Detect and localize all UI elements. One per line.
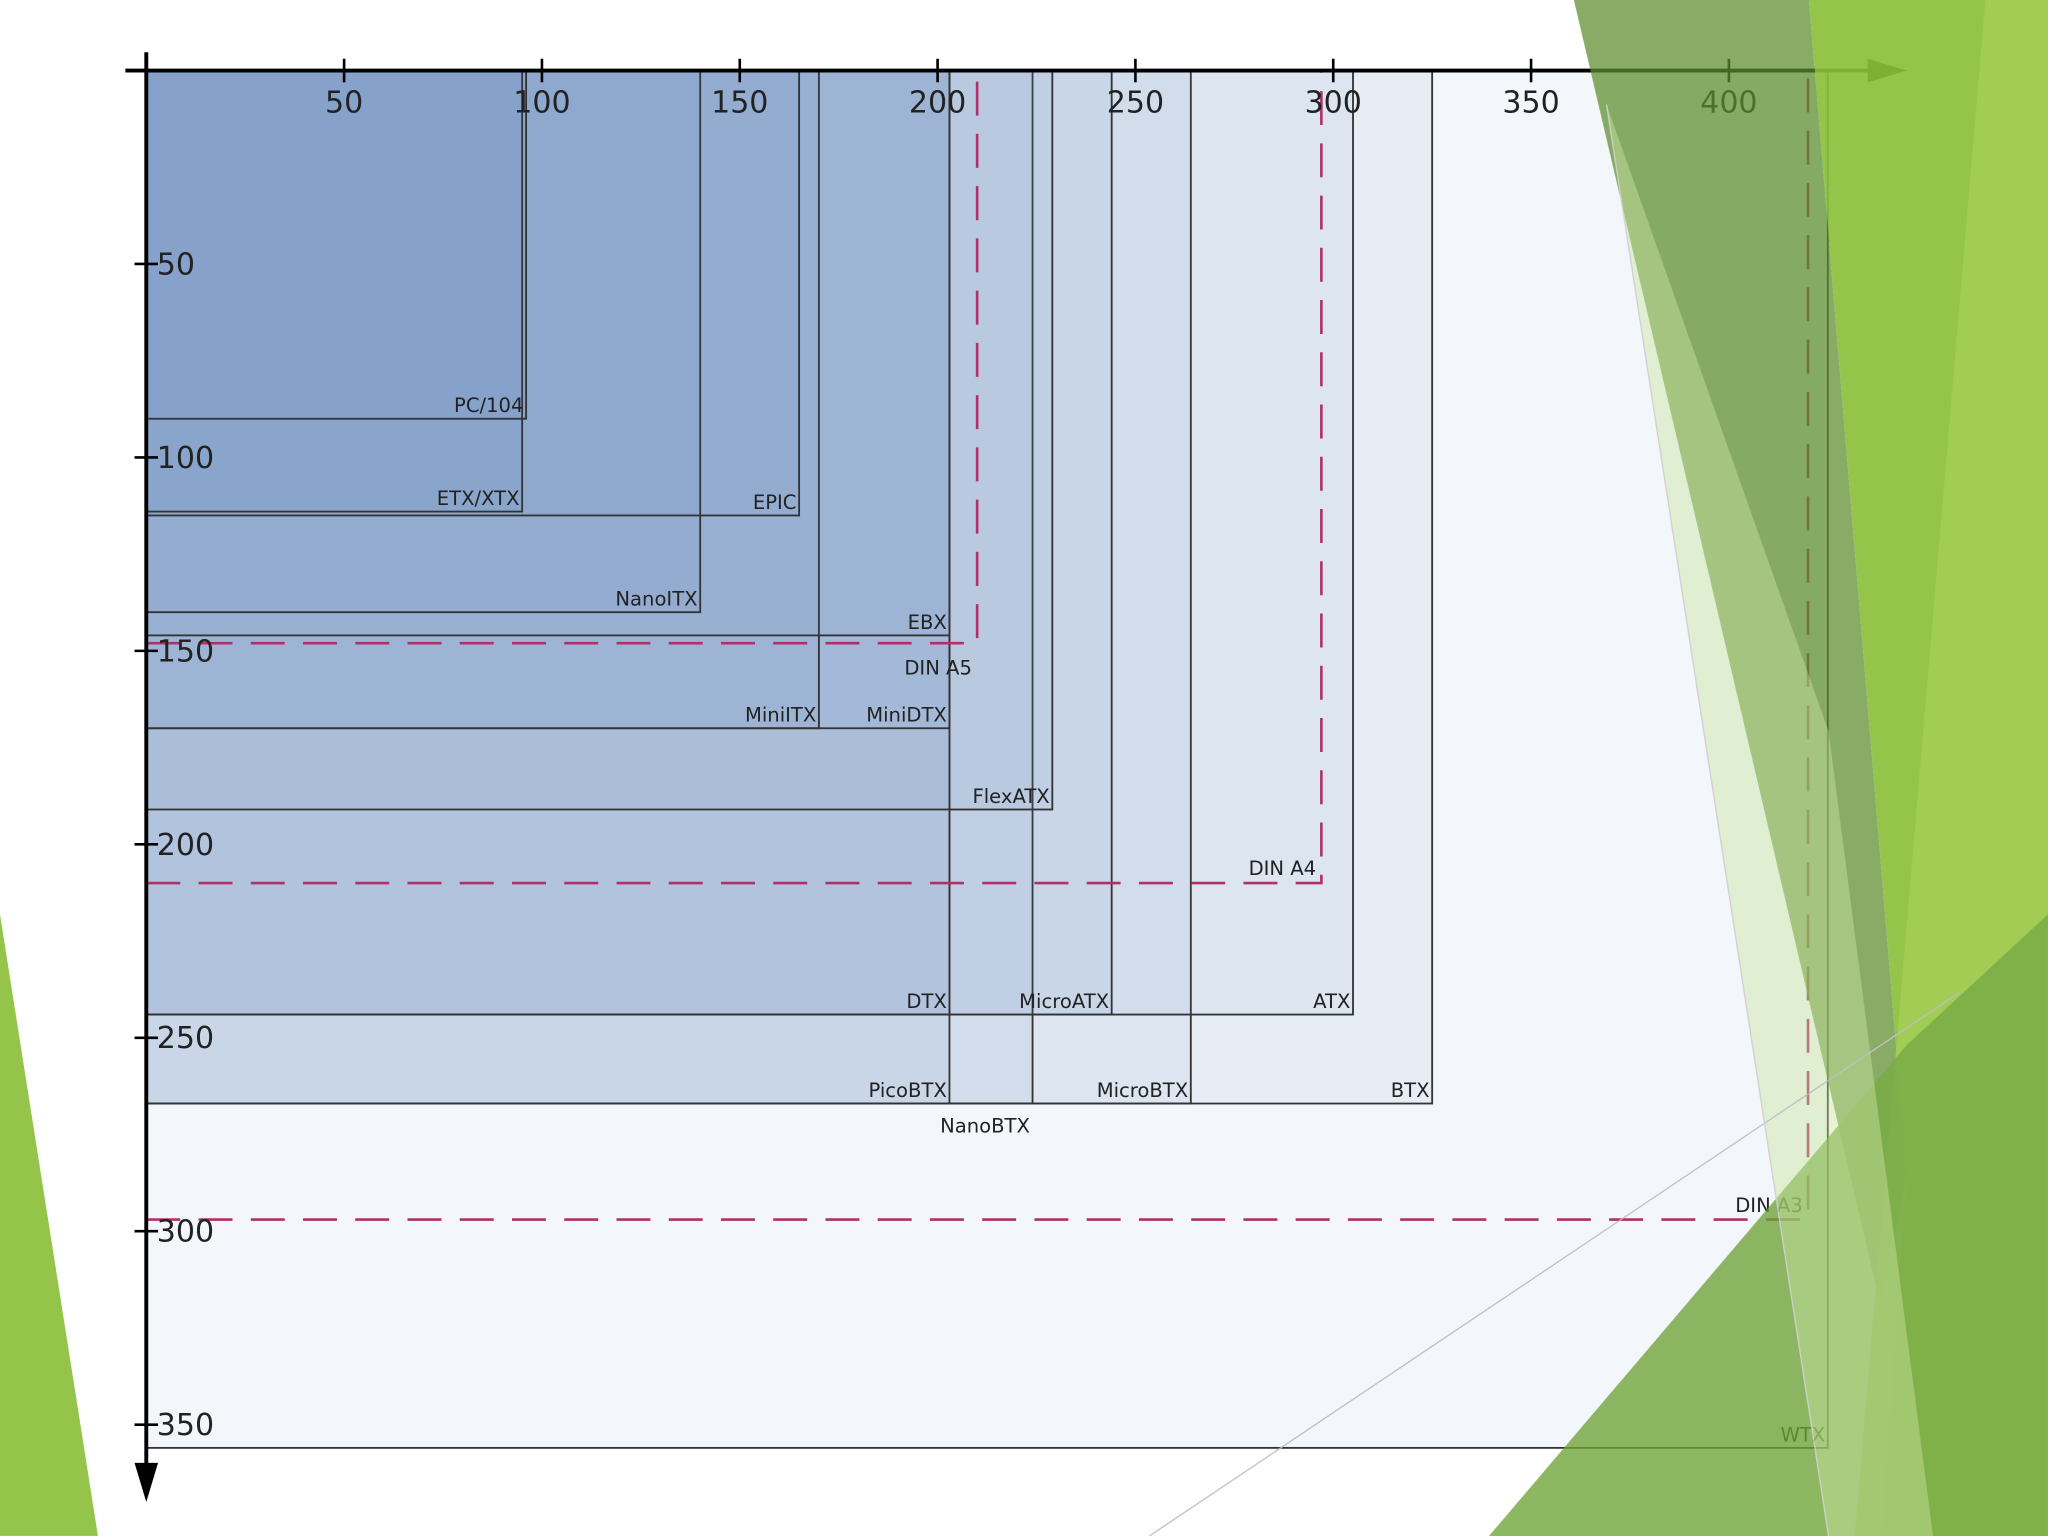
board-label: MicroATX <box>1019 990 1109 1013</box>
y-tick-label: 250 <box>157 1021 214 1056</box>
x-tick-label: 150 <box>711 85 768 120</box>
board-label: EBX <box>908 611 947 634</box>
y-tick-label: 350 <box>157 1408 214 1443</box>
board-label: FlexATX <box>972 785 1049 808</box>
board-label: NanoBTX <box>940 1114 1030 1137</box>
board-outline <box>145 69 951 637</box>
x-tick-label: 200 <box>909 85 966 120</box>
paper-label: DIN A4 <box>1249 857 1317 880</box>
board-label: ATX <box>1313 990 1350 1013</box>
y-tick-label: 50 <box>157 247 195 282</box>
bottom-shape <box>1488 914 2048 1536</box>
board-label: MiniDTX <box>866 704 947 727</box>
board-outline <box>145 69 820 730</box>
board-outline <box>145 69 528 420</box>
board-label: EPIC <box>753 491 797 514</box>
board-label: DTX <box>906 990 946 1013</box>
board-outline <box>145 69 1034 1105</box>
board-outline <box>145 69 951 730</box>
board-outline <box>145 69 951 1016</box>
board-label: MicroBTX <box>1097 1079 1189 1102</box>
board-label: PicoBTX <box>868 1079 946 1102</box>
x-tick-label: 50 <box>325 85 363 120</box>
paper-outline <box>146 70 1323 885</box>
x-tick-label: 300 <box>1305 85 1362 120</box>
board-label: BTX <box>1391 1079 1430 1102</box>
board-outline <box>145 69 1354 1016</box>
y-tick-label: 100 <box>157 441 214 476</box>
x-tick-label: 250 <box>1107 85 1164 120</box>
board-label: ETX/XTX <box>437 487 520 510</box>
board-label: PC/104 <box>454 394 523 417</box>
dark-shape <box>1573 0 1907 1307</box>
board-outline <box>145 69 524 513</box>
board-outline <box>145 69 951 1105</box>
board-outline <box>145 69 1113 1016</box>
y-arrow <box>134 1462 159 1503</box>
board-label: NanoITX <box>615 588 697 611</box>
x-tick-label: 350 <box>1502 85 1559 120</box>
thin-line <box>1149 992 1960 1536</box>
board-outline <box>145 69 801 517</box>
board-label: MiniITX <box>745 704 816 727</box>
x-tick-label: 100 <box>513 85 570 120</box>
light-shape <box>1606 104 1934 1536</box>
board-outline <box>145 69 1054 811</box>
board-outline <box>145 69 702 614</box>
y-tick-label: 200 <box>157 828 214 863</box>
paper-outline <box>146 70 979 645</box>
form-factor-diagram: WTXBTXMicroBTXNanoBTXPicoBTXATXMicroATXD… <box>125 52 1907 1503</box>
thin-line <box>1605 104 1830 1536</box>
y-tick-label: 150 <box>157 634 214 669</box>
paper-label: DIN A5 <box>904 656 972 679</box>
board-outline <box>145 69 1192 1105</box>
y-tick-label: 300 <box>157 1215 214 1250</box>
